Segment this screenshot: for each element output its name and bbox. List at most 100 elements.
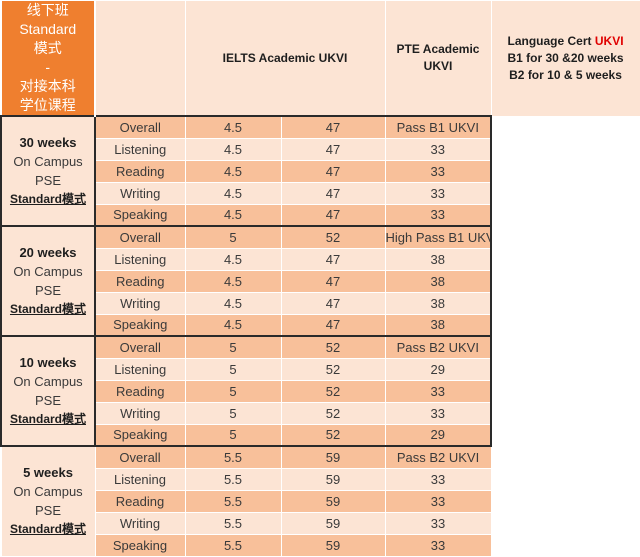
- corner-cell: [94, 0, 186, 117]
- skill-cell: Reading: [94, 489, 186, 513]
- table-row: 5 weeks On Campus PSE Standard模式 Overall 5.5 5…: [0, 445, 640, 557]
- table-row: Reading 4.5 47 38: [1, 269, 640, 293]
- duration-cell: 10 weeks On Campus PSE Standard模式: [0, 335, 96, 447]
- duration-mode: Standard模式: [9, 302, 86, 316]
- skill-cell: Writing: [94, 401, 186, 425]
- duration-cell: 20 weeks On Campus PSE Standard模式: [0, 225, 96, 337]
- skill-cell: Listening: [94, 247, 186, 271]
- table-row: Speaking 4.5 47 33: [1, 203, 640, 227]
- ielts-score: 4.5: [184, 137, 282, 161]
- skill-cell: Writing: [94, 181, 186, 205]
- pte-score: 47: [280, 137, 386, 161]
- skill-cell: Overall: [94, 225, 186, 249]
- header-pte-line2: UKVI: [423, 59, 453, 73]
- duration-weeks: 10 weeks: [19, 355, 77, 370]
- ielts-score: 5: [184, 379, 282, 403]
- ielts-score: 5: [184, 423, 282, 447]
- pte-score: 59: [280, 533, 386, 557]
- languagecert-score: 33: [384, 137, 493, 161]
- pte-score: 52: [280, 335, 386, 359]
- ielts-score: 4.5: [184, 203, 282, 227]
- languagecert-score: 33: [384, 401, 493, 425]
- header-pte-line1: PTE Academic: [396, 42, 480, 56]
- pte-score: 52: [280, 401, 386, 425]
- table-row: Writing 5 52 33: [1, 401, 640, 425]
- languagecert-score: Pass B1 UKVI: [384, 115, 493, 139]
- duration-pse: PSE: [34, 283, 61, 298]
- side-label-line: 模式: [33, 40, 62, 56]
- ielts-score: 5.5: [184, 533, 282, 557]
- table-row: Speaking 5 52 29: [1, 423, 640, 447]
- skill-cell: Listening: [94, 137, 186, 161]
- pte-score: 59: [280, 467, 386, 491]
- languagecert-score: Pass B2 UKVI: [384, 335, 493, 359]
- pte-score: 52: [280, 423, 386, 447]
- side-label: 线下班 Standard 模式 - 对接本科 学位课程: [0, 0, 96, 117]
- duration-mode: Standard模式: [9, 192, 86, 206]
- pte-score: 47: [280, 247, 386, 271]
- ielts-score: 5.5: [184, 511, 282, 535]
- table-row: Writing 4.5 47 38: [1, 291, 640, 315]
- languagecert-score: 29: [384, 423, 493, 447]
- side-label-line: 学位课程: [19, 97, 76, 113]
- pte-score: 59: [280, 445, 386, 469]
- ielts-score: 5.5: [184, 445, 282, 469]
- duration-campus: On Campus: [13, 154, 83, 169]
- table-row: Writing 4.5 47 33: [1, 181, 640, 205]
- side-label-line: 线下班: [26, 2, 69, 18]
- table-row: Reading 5 52 33: [1, 379, 640, 403]
- skill-cell: Reading: [94, 379, 186, 403]
- pte-score: 47: [280, 115, 386, 139]
- table-row: Reading 5.5 59 33: [1, 489, 640, 513]
- header-lc-line2: B1 for 30 &20 weeks: [507, 50, 624, 65]
- table-row: Speaking 5.5 59 33: [1, 533, 640, 557]
- languagecert-score: 33: [384, 181, 493, 205]
- pte-score: 59: [280, 489, 386, 513]
- languagecert-score: 38: [384, 313, 493, 337]
- header-lc-prefix: Language Cert: [507, 33, 595, 48]
- table-row: 30 weeks On Campus PSE Standard模式 Overall 4.5…: [0, 115, 640, 227]
- pte-score: 52: [280, 357, 386, 381]
- languagecert-score: 38: [384, 291, 493, 315]
- languagecert-score: 29: [384, 357, 493, 381]
- side-label-line: -: [45, 59, 51, 75]
- pte-score: 47: [280, 269, 386, 293]
- languagecert-score: 33: [384, 379, 493, 403]
- table-row: Listening 5.5 59 33: [1, 467, 640, 491]
- header-languagecert: Language Cert UKVI B1 for 30 &20 weeks B…: [490, 0, 640, 117]
- table-row: Speaking 4.5 47 38: [1, 313, 640, 337]
- duration-campus: On Campus: [13, 264, 83, 279]
- duration-cell: 30 weeks On Campus PSE Standard模式: [0, 115, 96, 227]
- ielts-score: 4.5: [184, 159, 282, 183]
- languagecert-score: 33: [384, 467, 492, 491]
- table-row: Reading 4.5 47 33: [1, 159, 640, 183]
- side-label-line: Standard: [19, 21, 77, 37]
- languagecert-score: Pass B2 UKVI: [384, 445, 492, 469]
- ielts-score: 5.5: [184, 467, 282, 491]
- languagecert-score: 33: [384, 533, 492, 557]
- languagecert-score: 33: [384, 159, 493, 183]
- side-label-line: 对接本科: [19, 78, 76, 94]
- skill-cell: Writing: [94, 291, 186, 315]
- table-row: Listening 5 52 29: [1, 357, 640, 381]
- skill-cell: Overall: [94, 335, 186, 359]
- ielts-score: 4.5: [184, 115, 282, 139]
- duration-weeks: 5 weeks: [23, 465, 73, 481]
- pte-score: 59: [280, 511, 386, 535]
- ielts-score: 4.5: [184, 291, 282, 315]
- pte-score: 47: [280, 159, 386, 183]
- skill-cell: Speaking: [94, 423, 186, 447]
- skill-cell: Overall: [94, 445, 186, 469]
- table-row: Writing 5.5 59 33: [1, 511, 640, 535]
- skill-cell: Speaking: [94, 313, 186, 337]
- duration-weeks: 30 weeks: [19, 135, 77, 150]
- pte-score: 47: [280, 291, 386, 315]
- skill-cell: Reading: [94, 269, 186, 293]
- duration-campus: On Campus: [13, 374, 83, 389]
- pte-score: 47: [280, 313, 386, 337]
- ielts-score: 5: [184, 401, 282, 425]
- header-lc-line3: B2 for 10 & 5 weeks: [509, 67, 622, 82]
- pte-score: 52: [280, 379, 386, 403]
- skill-cell: Listening: [94, 467, 186, 491]
